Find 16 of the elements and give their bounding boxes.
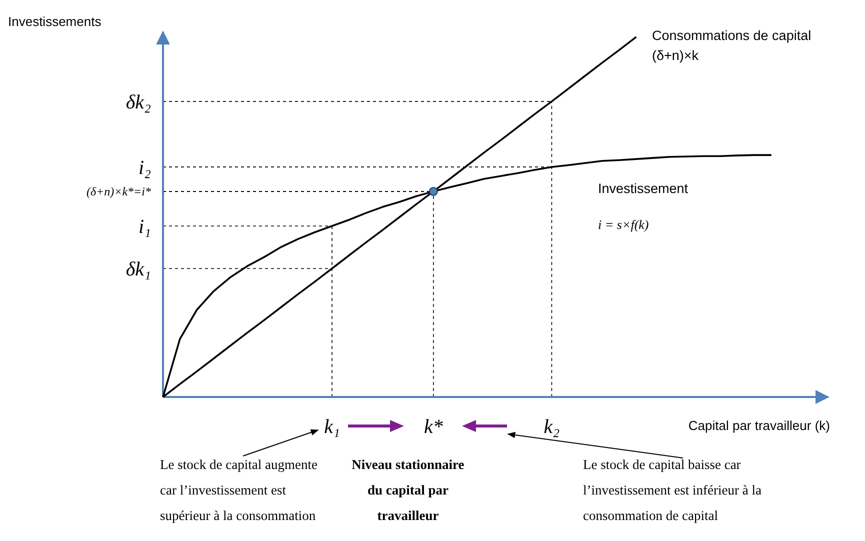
series-label: Consommations de capital (δ+n)×k — [652, 28, 812, 63]
text: i₂ — [138, 156, 152, 179]
text: i₁ — [138, 216, 151, 238]
x-axis-title: Capital par travailleur (k) — [688, 418, 830, 433]
text: (δ+n)×k*=i* — [86, 184, 151, 199]
text: δk₂ — [126, 91, 152, 114]
text: Le stock de capital baisse car l’investissement est inférieur à la consommation de capital — [583, 457, 762, 523]
annotation: i = s×f(k) — [598, 217, 649, 232]
x-tick-label: k₁ — [324, 416, 340, 438]
text: Le stock de capital augmente car l’investissement est supérieur à la consommation — [160, 457, 318, 523]
x-tick-label: k₂ — [544, 416, 560, 438]
text: δk₁ — [126, 258, 151, 280]
text: Niveau stationnaire du capital par travailleur — [352, 457, 464, 523]
y-axis-title: Investissements — [8, 14, 102, 29]
x-tick-label: k* — [424, 416, 443, 438]
series-label: Investissement — [598, 181, 688, 196]
